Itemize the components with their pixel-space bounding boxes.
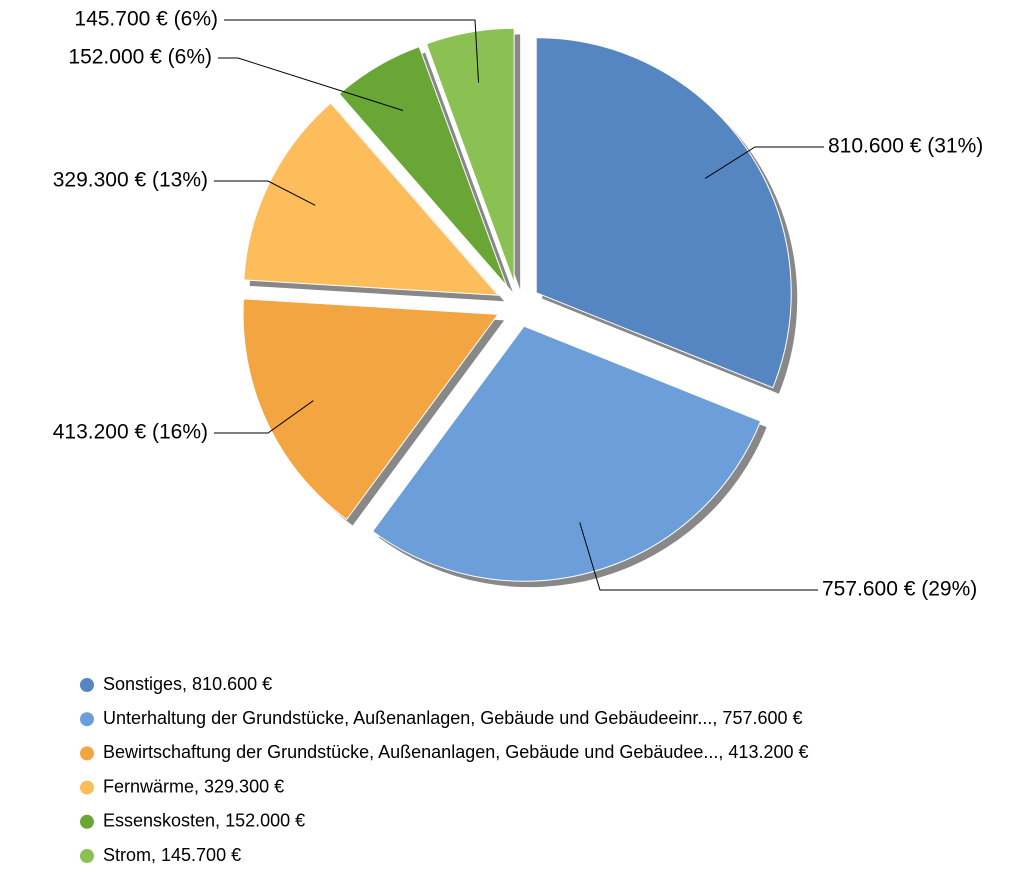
- legend-marker: [80, 712, 94, 727]
- leader-line: [214, 400, 314, 434]
- leader-line: [224, 19, 480, 83]
- slice: [338, 45, 508, 287]
- leader-line: [218, 57, 404, 111]
- data-label: 329.300 € (13%): [53, 169, 208, 192]
- legend-marker: [80, 746, 94, 761]
- legend-label: Sonstiges, 810.600 €: [103, 674, 272, 694]
- legend-label: Unterhaltung der Grundstücke, Außenanlag…: [103, 708, 803, 728]
- legend-marker: [80, 849, 94, 863]
- data-label: 413.200 € (16%): [53, 421, 208, 444]
- data-label: 810.600 € (31%): [828, 135, 983, 158]
- legend-label: Bewirtschaftung der Grundstücke, Außenan…: [103, 742, 809, 762]
- data-label: 145.700 € (6%): [74, 8, 218, 31]
- legend-marker: [80, 678, 94, 692]
- slice: [371, 325, 762, 582]
- slice: [535, 37, 792, 389]
- legend-marker: [80, 780, 94, 795]
- slice: [242, 298, 500, 521]
- leader-line: [579, 522, 818, 591]
- legend-label: Essenskosten, 152.000 €: [103, 811, 305, 831]
- leader-line: [214, 180, 316, 206]
- leader-line: [704, 146, 824, 179]
- legend-label: Fernwärme, 329.300 €: [103, 776, 284, 796]
- data-label: 152.000 € (6%): [68, 46, 212, 69]
- legend-label: Strom, 145.700 €: [103, 845, 241, 865]
- slice: [243, 102, 500, 296]
- slice: [425, 27, 515, 284]
- legend-marker: [80, 814, 94, 829]
- data-label: 757.600 € (29%): [822, 578, 977, 601]
